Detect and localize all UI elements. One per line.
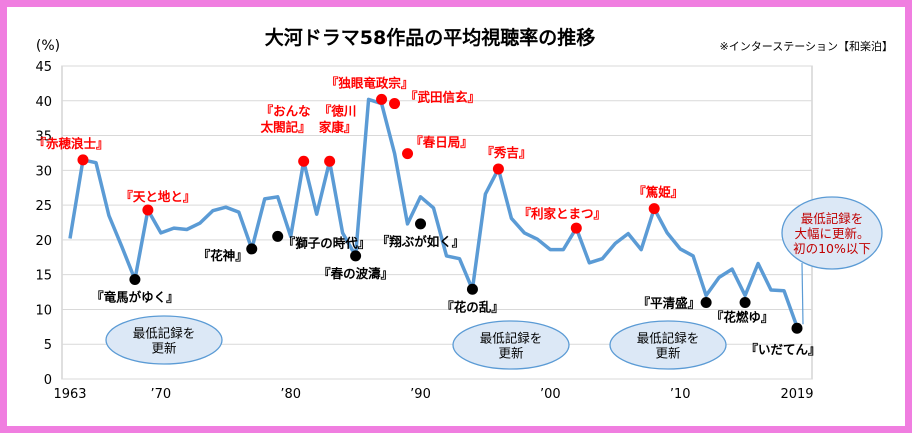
point-label: 『花神』 <box>198 248 248 263</box>
low-marker <box>350 250 362 262</box>
point-labels: 『赤穂浪士』『天と地と』『おんな太閤記』『徳川家康』『独眼竜政宗』『武田信玄』『… <box>33 75 820 357</box>
series-line <box>68 97 799 328</box>
x-tick-label: ’90 <box>410 387 431 402</box>
callout-pointer <box>801 262 804 325</box>
y-tick-label: 15 <box>35 269 52 284</box>
low-marker <box>246 243 258 255</box>
highlight-marker <box>389 98 401 110</box>
point-label: 『武田信玄』 <box>405 90 480 105</box>
low-marker <box>791 322 803 334</box>
x-tick-label: 1963 <box>53 387 86 402</box>
data-markers <box>77 93 803 334</box>
point-label: 『おんな太閤記』 <box>261 103 311 134</box>
point-label: 『獅子の時代』 <box>283 235 371 250</box>
highlight-marker <box>77 154 89 166</box>
highlight-marker <box>376 93 388 105</box>
grid-lines <box>62 65 812 380</box>
point-label: 『篤姫』 <box>633 185 683 200</box>
callouts: 最低記録を更新 最低記録を更新 最低記録を更新 最低記録を大幅に更新。初の10%以下 <box>105 196 883 370</box>
callout-bubble <box>609 320 727 370</box>
point-label: 『花燃ゆ』 <box>711 309 774 324</box>
callout-text: 最低記録を大幅に更新。初の10%以下 <box>793 211 871 256</box>
y-axis-unit: (%) <box>36 38 60 54</box>
point-label: 『春日局』 <box>410 135 473 150</box>
point-label: 『春の波濤』 <box>318 266 393 281</box>
low-marker <box>272 230 284 242</box>
point-label: 『徳川家康』 <box>319 103 357 134</box>
low-marker <box>700 296 712 308</box>
y-tick-label: 10 <box>35 303 52 318</box>
y-tick-label: 45 <box>35 60 52 75</box>
y-tick-label: 30 <box>35 164 52 179</box>
point-label: 『天と地と』 <box>120 189 195 204</box>
y-tick-label: 0 <box>44 373 52 388</box>
low-marker <box>739 296 751 308</box>
source-note: ※インターステーション【和楽泊】 <box>720 40 893 53</box>
x-tick-label: 2019 <box>780 387 813 402</box>
point-label: 『竜馬がゆく』 <box>91 290 179 305</box>
highlight-marker <box>142 204 154 216</box>
chart-title: 大河ドラマ58作品の平均視聴率の推移 <box>265 26 595 49</box>
highlight-marker <box>570 222 582 234</box>
point-label: 『独眼竜政宗』 <box>326 75 414 90</box>
callout-text: 最低記録を更新 <box>133 326 196 356</box>
callout-bubble <box>105 315 223 365</box>
x-tick-label: ’70 <box>151 387 172 402</box>
highlight-marker <box>324 155 336 167</box>
callout-bubble <box>452 320 570 370</box>
point-label: 『花の乱』 <box>441 299 504 314</box>
x-tick-label: ’00 <box>540 387 561 402</box>
point-label: 『翔ぶが如く』 <box>377 234 465 249</box>
highlight-marker <box>402 148 414 160</box>
point-label: 『利家とまつ』 <box>519 206 607 221</box>
highlight-marker <box>298 155 310 167</box>
callout-text: 最低記録を更新 <box>637 331 700 361</box>
callout-bubble <box>781 196 883 270</box>
low-marker <box>415 218 427 230</box>
low-marker <box>466 283 478 295</box>
y-tick-label: 25 <box>35 199 52 214</box>
highlight-marker <box>492 163 504 175</box>
callout-text: 最低記録を更新 <box>480 331 543 361</box>
point-label: 『赤穂浪士』 <box>33 136 108 151</box>
x-tick-labels: 1963 ’70 ’80 ’90 ’00 ’10 2019 <box>53 387 813 402</box>
y-tick-labels: 0 5 10 15 20 25 30 35 40 45 <box>35 60 52 388</box>
y-tick-label: 40 <box>35 95 52 110</box>
point-label: 『いだてん』 <box>745 342 820 357</box>
y-tick-label: 20 <box>35 234 52 249</box>
point-label: 『秀吉』 <box>481 145 531 160</box>
y-tick-label: 35 <box>35 130 52 145</box>
point-label: 『平清盛』 <box>638 295 701 310</box>
x-tick-label: ’10 <box>670 387 691 402</box>
highlight-marker <box>648 203 660 215</box>
y-tick-label: 5 <box>44 338 52 353</box>
low-marker <box>129 274 141 286</box>
x-tick-label: ’80 <box>280 387 301 402</box>
